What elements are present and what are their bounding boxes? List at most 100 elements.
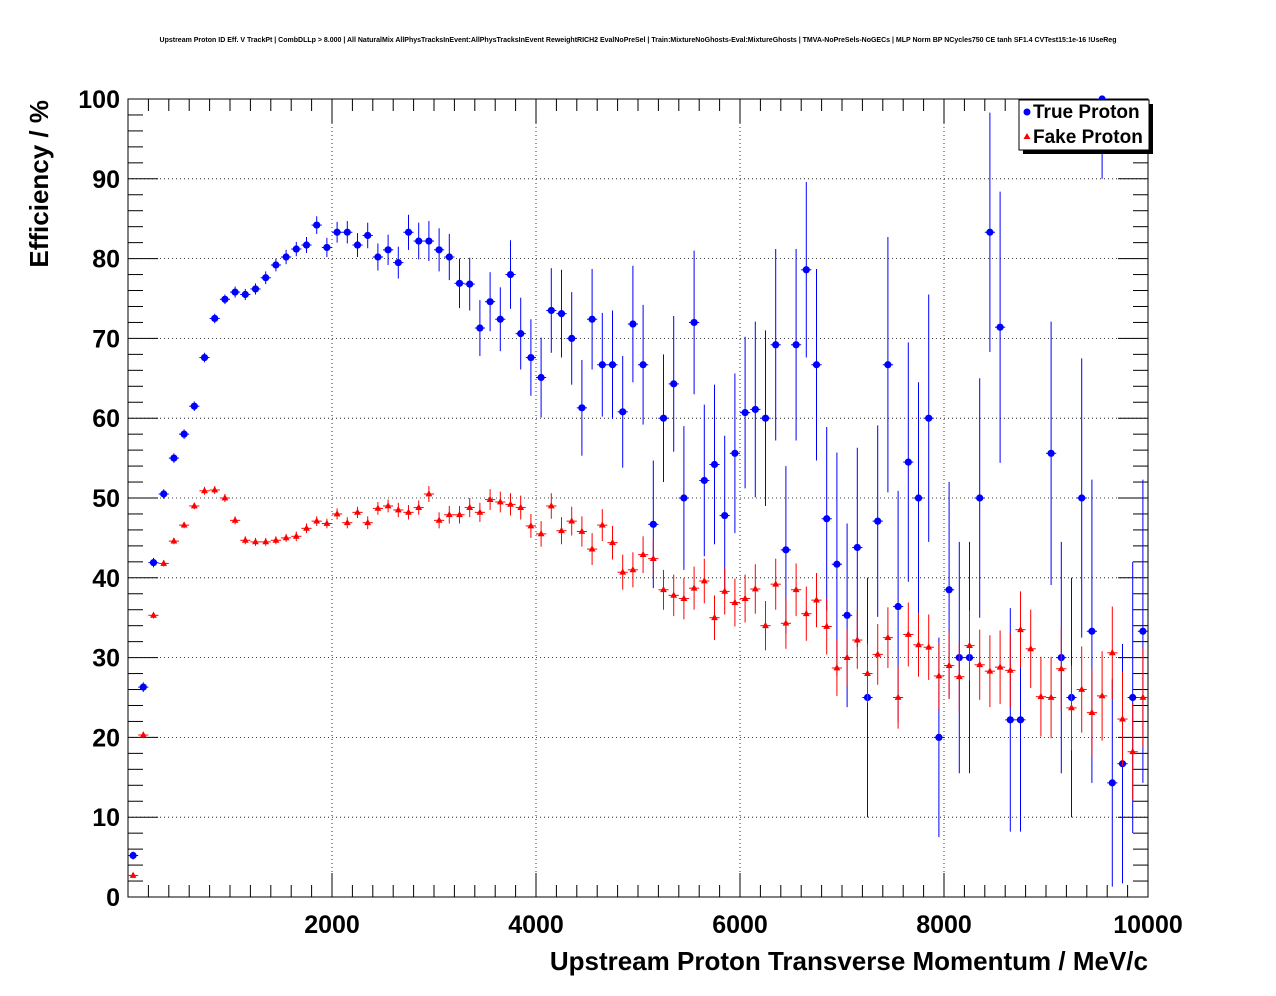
data-point-marker	[129, 851, 137, 860]
data-point-marker	[1068, 704, 1075, 711]
data-point-marker	[466, 503, 474, 510]
data-point-marker	[547, 306, 555, 315]
data-point-marker	[884, 361, 892, 369]
x-tick-label: 8000	[916, 911, 972, 939]
data-point-marker	[792, 341, 800, 349]
data-point-marker	[364, 231, 372, 240]
data-point-marker	[445, 510, 453, 518]
data-point-marker	[568, 334, 576, 342]
data-point-marker	[558, 526, 565, 534]
data-point-marker	[455, 279, 464, 287]
data-point-marker	[292, 245, 300, 253]
data-point-marker	[741, 409, 749, 417]
data-point-marker	[201, 487, 208, 494]
data-point-marker	[639, 361, 647, 369]
chart-title: Upstream Proton ID Eff. V TrackPt | Comb…	[160, 37, 1117, 44]
data-point-marker	[762, 621, 769, 629]
x-tick-label: 10000	[1113, 911, 1183, 939]
data-point-marker	[598, 521, 606, 528]
data-point-marker	[996, 323, 1004, 331]
data-point-marker	[139, 731, 147, 738]
data-point-marker	[190, 402, 198, 410]
data-point-marker	[496, 315, 504, 323]
data-point-marker	[772, 341, 780, 349]
data-point-marker	[486, 495, 494, 502]
data-point-marker	[537, 530, 545, 537]
data-point-marker	[874, 650, 882, 657]
data-point-marker	[1027, 645, 1035, 652]
data-point-marker	[200, 353, 209, 362]
data-point-marker	[557, 310, 566, 318]
data-point-marker	[1047, 693, 1055, 700]
data-point-marker	[945, 586, 953, 594]
data-point-marker	[690, 318, 698, 327]
data-point-marker	[935, 672, 943, 679]
data-point-marker	[374, 504, 382, 511]
data-point-marker	[812, 361, 821, 369]
data-point-marker	[578, 527, 586, 534]
y-tick-label: 10	[92, 804, 120, 832]
data-point-marker	[1017, 625, 1024, 633]
data-point-marker	[813, 596, 820, 603]
data-point-marker	[251, 285, 260, 293]
data-point-marker	[976, 494, 984, 502]
data-point-marker	[282, 253, 290, 261]
data-point-marker	[354, 508, 361, 515]
data-point-marker	[435, 246, 443, 254]
data-point-marker	[680, 494, 688, 502]
data-point-marker	[843, 653, 851, 660]
data-point-marker	[252, 538, 259, 545]
y-tick-label: 20	[92, 724, 120, 752]
data-point-marker	[608, 361, 617, 369]
y-tick-label: 30	[92, 645, 120, 673]
data-point-marker	[496, 498, 504, 505]
data-point-marker	[1108, 649, 1116, 656]
data-point-marker	[680, 594, 688, 601]
data-point-marker	[292, 532, 300, 539]
data-point-marker	[313, 517, 321, 524]
data-point-marker	[915, 641, 922, 648]
data-point-marker	[588, 545, 596, 552]
data-point-marker	[160, 559, 168, 566]
data-point-marker	[1078, 685, 1086, 692]
data-point-marker	[170, 454, 178, 462]
data-point-marker	[139, 683, 147, 691]
data-point-marker	[1098, 692, 1106, 699]
data-point-marker	[333, 228, 341, 236]
y-tick-label: 70	[92, 325, 120, 353]
data-point-marker	[823, 515, 831, 523]
data-point-marker	[578, 404, 586, 412]
data-point-marker	[221, 494, 229, 501]
legend-box	[1018, 99, 1150, 151]
data-point-marker	[150, 611, 157, 618]
data-point-marker	[415, 503, 423, 510]
data-point-marker	[211, 486, 219, 493]
data-point-marker	[507, 500, 514, 507]
grid-lines	[128, 99, 1148, 897]
data-point-marker	[629, 566, 637, 573]
data-point-marker	[670, 380, 678, 388]
data-point-marker	[1057, 664, 1065, 672]
x-tick-label: 4000	[508, 911, 564, 939]
data-point-marker	[751, 585, 759, 592]
data-point-marker	[272, 261, 280, 269]
data-point-marker	[415, 237, 423, 245]
x-tick-label: 2000	[304, 911, 360, 939]
data-point-marker	[527, 353, 535, 362]
data-point-marker	[1006, 666, 1014, 673]
data-point-marker	[343, 228, 351, 236]
data-point-marker	[772, 580, 780, 587]
data-point-marker	[935, 733, 943, 742]
data-point-marker	[323, 519, 331, 526]
data-point-marker	[1037, 692, 1045, 700]
legend: True Proton Fake Proton	[1018, 99, 1153, 154]
data-point-marker	[394, 258, 402, 267]
data-point-marker	[914, 494, 923, 502]
data-point-marker	[1129, 693, 1137, 702]
y-tick-label: 100	[78, 86, 120, 114]
data-point-marker	[629, 320, 637, 328]
data-point-marker	[241, 536, 249, 543]
data-point-marker	[190, 502, 198, 509]
data-point-marker	[853, 543, 861, 552]
data-point-marker	[700, 577, 708, 584]
